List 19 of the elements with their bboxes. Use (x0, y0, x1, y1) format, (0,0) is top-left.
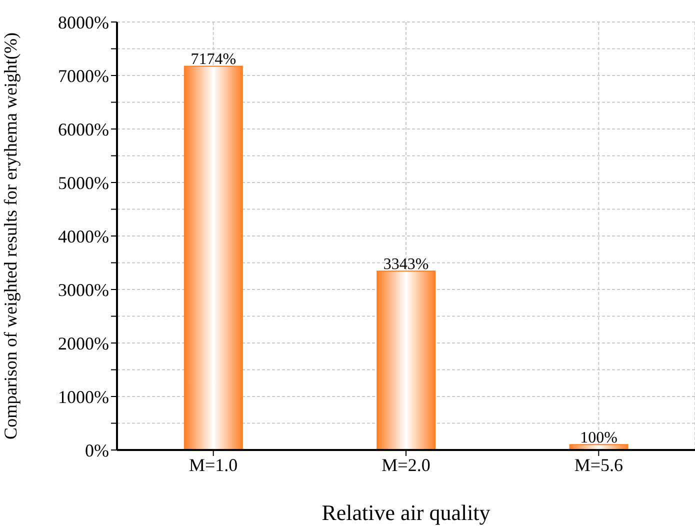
bar (376, 270, 436, 450)
bar (184, 66, 243, 450)
x-axis-title: Relative air quality (322, 500, 490, 525)
y-tick-label: 8000% (58, 12, 109, 32)
x-tick-label: M=5.6 (574, 454, 623, 475)
data-label: 3343% (383, 256, 429, 274)
y-tick-label: 2000% (58, 333, 109, 354)
y-tick-label: 6000% (58, 119, 109, 140)
y-tick-label: 0% (85, 440, 109, 460)
y-tick-label: 7000% (58, 66, 109, 86)
data-label: 100% (580, 430, 618, 447)
y-tick-label: 3000% (58, 280, 109, 300)
y-tick-label: 4000% (58, 226, 109, 246)
x-tick-label: M=2.0 (382, 454, 430, 475)
y-tick-label: 1000% (58, 386, 109, 407)
y-axis-title: Comparison of weighted results for erythema weight(%) (0, 32, 20, 440)
data-label: 7174% (190, 51, 236, 68)
y-tick-label: 5000% (58, 172, 109, 193)
x-tick-label: M=1.0 (189, 454, 238, 475)
